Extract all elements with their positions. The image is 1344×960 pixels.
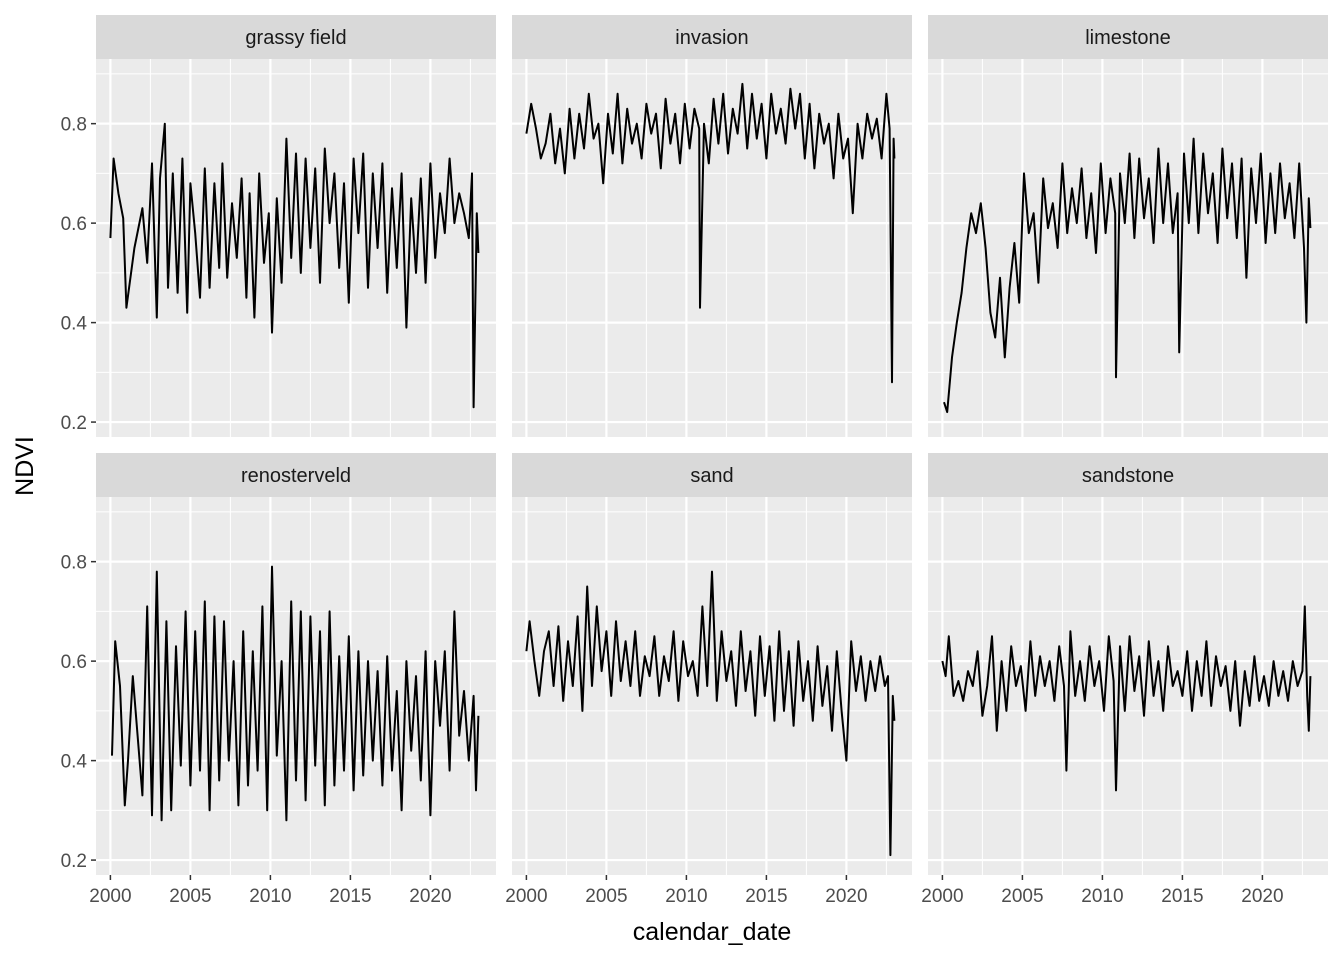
y-axis-ticks: 0.2 0.4 0.6 0.8 0.2 0.4 0.6 0.8 (61, 115, 96, 872)
facet-strip-label: invasion (675, 27, 748, 49)
y-tick-label: 0.6 (61, 214, 87, 235)
y-axis-title: NDVI (11, 436, 39, 496)
x-axis-title: calendar_date (633, 918, 791, 946)
facet-strip-label: grassy field (245, 27, 346, 49)
facet-grid: grassy field invasion limestone renostervel… (96, 15, 1328, 875)
x-tick-label: 2015 (329, 886, 371, 907)
ndvi-series-line (941, 605, 1312, 792)
y-tick-label: 0.8 (61, 553, 87, 574)
facet-strip (96, 453, 496, 497)
x-tick-label: 2010 (249, 886, 291, 907)
facet-strip (512, 15, 912, 59)
y-tick-label: 0.2 (61, 851, 87, 872)
facet-renosterveld: renosterveld (96, 453, 496, 875)
facet-strip (928, 15, 1328, 59)
x-tick-label: 2005 (169, 886, 211, 907)
y-tick-label: 0.4 (61, 314, 88, 335)
ndvi-series-line (525, 570, 896, 857)
facet-invasion: invasion (512, 15, 912, 437)
x-tick-label: 2020 (825, 886, 867, 907)
facet-limestone: limestone (928, 15, 1328, 437)
y-tick-label: 0.4 (61, 752, 88, 773)
facet-strip-label: renosterveld (241, 465, 351, 487)
x-tick-label: 2020 (1241, 886, 1283, 907)
x-tick-label: 2005 (585, 886, 627, 907)
ndvi-series-line (109, 122, 480, 409)
facet-sandstone: sandstone (928, 453, 1328, 875)
facet-panel (928, 59, 1328, 437)
facet-strip (928, 453, 1328, 497)
facet-strip-label: sandstone (1082, 465, 1174, 487)
y-tick-label: 0.8 (61, 115, 87, 136)
x-tick-label: 2010 (1081, 886, 1123, 907)
facet-strip-label: sand (690, 465, 733, 487)
facet-strip (512, 453, 912, 497)
facet-grassy-field: grassy field (96, 15, 496, 437)
y-tick-label: 0.2 (61, 413, 87, 434)
x-tick-label: 2015 (745, 886, 787, 907)
y-tick-label: 0.6 (61, 652, 87, 673)
facet-panel (96, 497, 496, 875)
x-tick-label: 2000 (505, 886, 547, 907)
x-axis-ticks: 2000 2005 2010 2015 2020 2000 2005 2010 2015 2020… (89, 875, 1284, 907)
facet-sand: sand (512, 453, 912, 875)
x-tick-label: 2010 (665, 886, 707, 907)
ndvi-series-line (111, 565, 480, 822)
x-tick-label: 2000 (89, 886, 131, 907)
x-tick-label: 2015 (1161, 886, 1203, 907)
x-tick-label: 2000 (921, 886, 963, 907)
x-tick-label: 2005 (1001, 886, 1043, 907)
facet-strip (96, 15, 496, 59)
ndvi-series-line (525, 82, 896, 384)
facet-strip-label: limestone (1085, 27, 1171, 49)
ndvi-series-line (943, 137, 1312, 414)
x-tick-label: 2020 (409, 886, 451, 907)
